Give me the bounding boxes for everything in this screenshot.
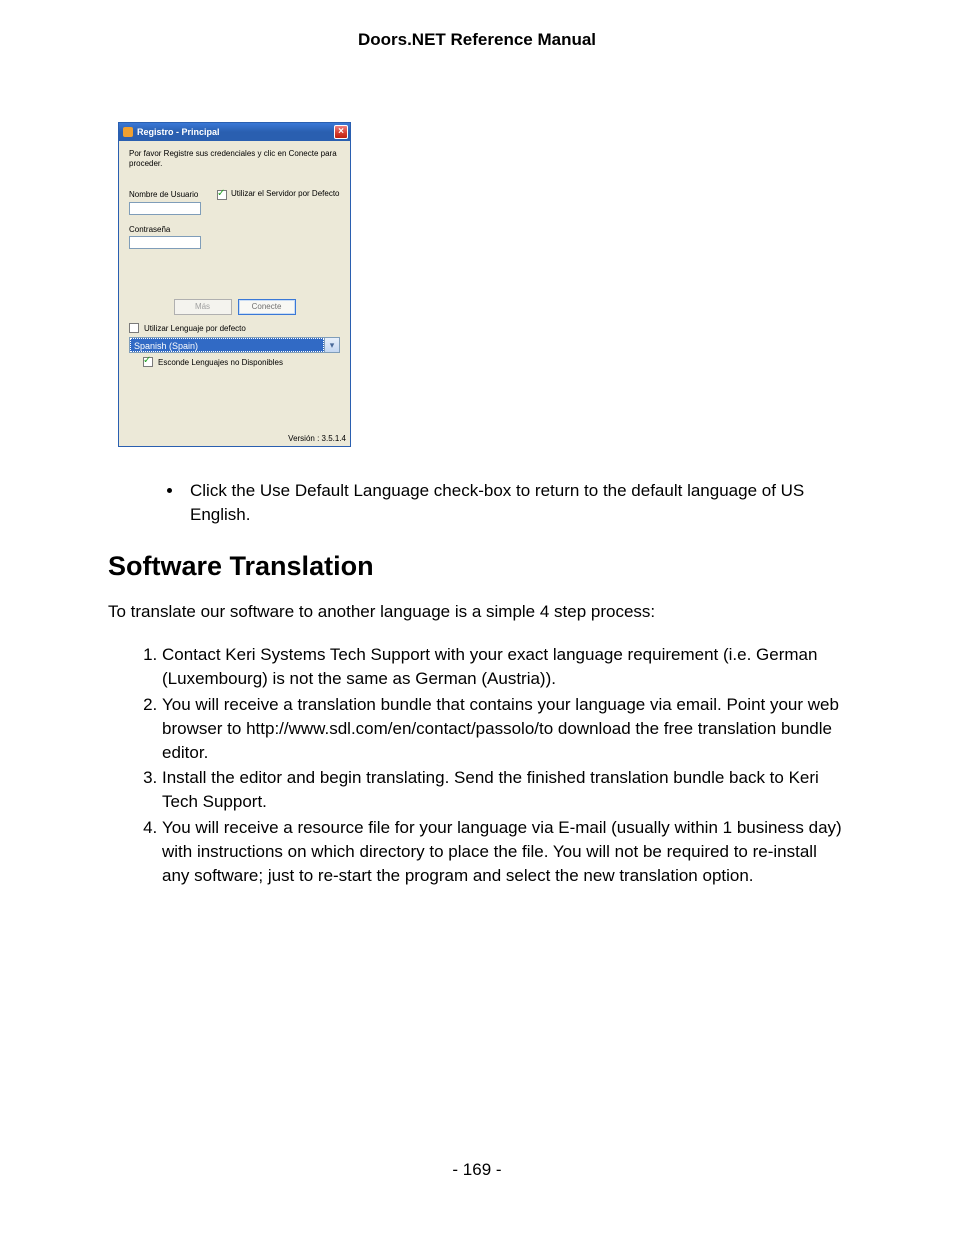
instruction-text: Por favor Registre sus credenciales y cl… [129,149,340,168]
login-dialog: Registro - Principal × Por favor Registr… [118,122,351,447]
more-button[interactable]: Más [174,299,232,315]
note-bullet: Click the Use Default Language check-box… [184,479,846,527]
hide-unavailable-checkbox[interactable] [143,357,153,367]
document-header: Doors.NET Reference Manual [108,30,846,50]
note-list: Click the Use Default Language check-box… [144,479,846,527]
language-value: Spanish (Spain) [130,338,324,352]
language-combobox[interactable]: Spanish (Spain) ▾ [129,337,340,353]
password-input[interactable] [129,236,201,249]
titlebar[interactable]: Registro - Principal × [119,123,350,141]
steps-list: Contact Keri Systems Tech Support with y… [144,643,846,887]
step-3: Install the editor and begin translating… [162,766,846,814]
step-4: You will receive a resource file for you… [162,816,846,887]
default-server-label: Utilizar el Servidor por Defecto [231,190,339,199]
close-icon[interactable]: × [334,125,348,139]
username-label: Nombre de Usuario [129,190,217,199]
hide-unavailable-label: Esconde Lenguajes no Disponibles [158,358,283,367]
version-label: Versión : 3.5.1.4 [288,434,346,443]
intro-paragraph: To translate our software to another lan… [108,600,846,624]
chevron-down-icon[interactable]: ▾ [324,338,339,352]
window-title: Registro - Principal [137,127,334,137]
step-1: Contact Keri Systems Tech Support with y… [162,643,846,691]
section-heading: Software Translation [108,551,846,582]
password-label: Contraseña [129,225,340,234]
use-default-language-label: Utilizar Lenguaje por defecto [144,324,246,333]
page-number: - 169 - [0,1160,954,1180]
app-icon [123,127,133,137]
use-default-language-checkbox[interactable] [129,323,139,333]
default-server-checkbox[interactable] [217,190,227,200]
connect-button[interactable]: Conecte [238,299,296,315]
username-input[interactable] [129,202,201,215]
step-2: You will receive a translation bundle th… [162,693,846,764]
